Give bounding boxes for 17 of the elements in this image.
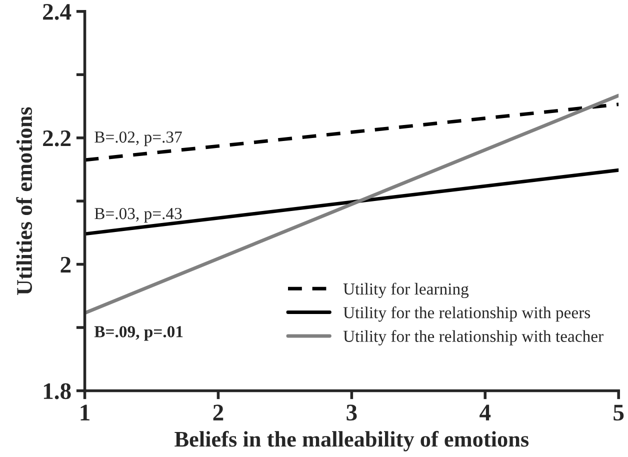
annotation: B=.03, p=.43	[94, 208, 182, 223]
x-tick-label: 2	[213, 404, 224, 420]
y-tick-label: 1.8	[44, 383, 71, 400]
y-axis-title: Utilities of emotions	[16, 107, 32, 295]
x-tick-label: 3	[346, 404, 357, 421]
legend-label: Utility for learning	[343, 282, 469, 298]
y-tick-label: 2.4	[43, 4, 72, 20]
annotation: B=.09, p=.01	[94, 326, 183, 341]
annotation: B=.02, p=.37	[94, 131, 182, 146]
x-tick-label: 4	[480, 404, 491, 420]
legend-label: Utility for the relationship with teacher	[343, 330, 604, 346]
legend-label: Utility for the relationship with peers	[343, 306, 590, 322]
x-axis-title: Beliefs in the malleability of emotions	[174, 430, 529, 452]
x-tick-label: 5	[614, 404, 624, 421]
y-tick-label: 2	[60, 256, 71, 272]
y-tick-label: 2.2	[43, 130, 71, 146]
x-tick-label: 1	[80, 404, 90, 420]
